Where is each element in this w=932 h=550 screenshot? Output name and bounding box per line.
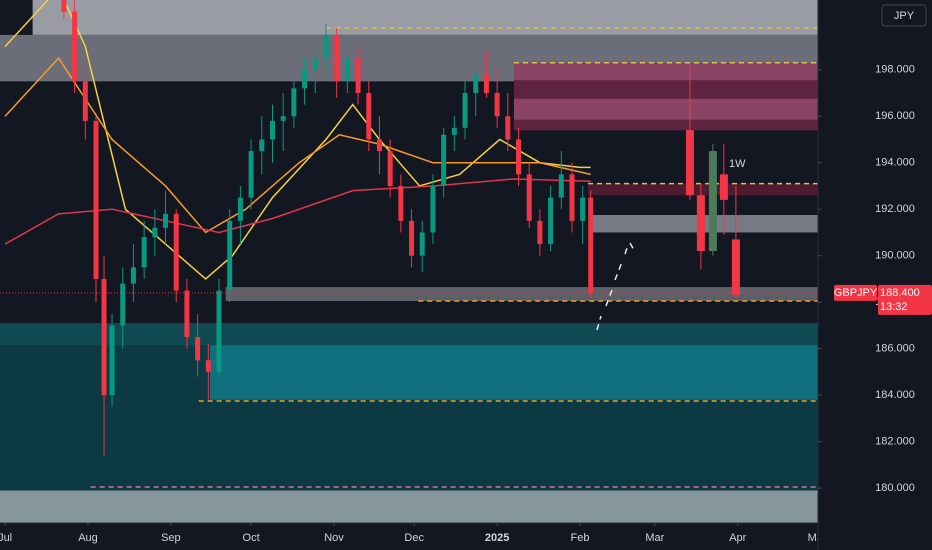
- y-tick-label: 180.000: [875, 482, 915, 494]
- x-tick-label: Aug: [78, 532, 98, 544]
- x-tick-label: Jul: [0, 532, 12, 544]
- y-tick-label: 186.000: [875, 343, 915, 355]
- candle-body: [430, 185, 436, 233]
- candle-body: [291, 88, 297, 117]
- candle-body: [334, 34, 340, 82]
- candle-body: [419, 232, 425, 256]
- candle-body: [109, 325, 115, 396]
- x-tick-label: Apr: [729, 532, 746, 544]
- symbol-label: GBPJPY: [834, 287, 878, 299]
- candle-body: [558, 174, 564, 198]
- candle-body: [708, 151, 717, 252]
- countdown-label: 13:32: [880, 301, 908, 313]
- x-tick-label: May: [808, 532, 829, 544]
- candle-body: [473, 74, 479, 93]
- candle-body: [441, 134, 447, 186]
- candle-body: [248, 151, 254, 198]
- candle-body: [376, 139, 382, 152]
- timeframe-label: 1W: [729, 158, 746, 170]
- candle-body: [280, 116, 286, 121]
- candle-body: [163, 213, 169, 228]
- candle-body: [120, 283, 126, 326]
- x-tick-label: Sep: [161, 532, 181, 544]
- candle-body: [195, 337, 201, 361]
- candle-body: [141, 237, 147, 268]
- candle-body: [269, 120, 275, 140]
- y-tick-label: 194.000: [875, 157, 915, 169]
- candle-body: [344, 58, 350, 82]
- candle-body: [72, 11, 78, 82]
- candle-body: [101, 278, 107, 396]
- zone: [32, 0, 818, 35]
- y-tick-label: 196.000: [875, 110, 915, 122]
- y-tick-label: 182.000: [875, 436, 915, 448]
- candle-body: [526, 174, 532, 221]
- candle-body: [366, 92, 372, 140]
- candle-body: [130, 267, 136, 284]
- moving-average: [4, 178, 591, 245]
- y-tick-label: 192.000: [875, 203, 915, 215]
- candle-body: [398, 185, 404, 221]
- currency-label[interactable]: JPY: [894, 10, 915, 22]
- price-badge: [878, 284, 932, 315]
- candle-body: [259, 139, 265, 152]
- x-tick-label: Nov: [324, 532, 344, 544]
- x-tick-label: Mar: [645, 532, 664, 544]
- candle-body: [451, 127, 457, 135]
- price-label: 188.400: [880, 287, 920, 299]
- x-tick-label: 2025: [485, 532, 509, 544]
- candle-body: [696, 195, 705, 252]
- candle-body: [93, 120, 99, 279]
- y-tick-label: 190.000: [875, 250, 915, 262]
- candle-body: [569, 174, 575, 221]
- zone: [0, 323, 818, 346]
- candle-body: [516, 139, 522, 175]
- zone: [0, 490, 818, 523]
- candle-body: [537, 220, 543, 245]
- currency-button[interactable]: [881, 4, 927, 27]
- symbol-badge: [834, 284, 877, 301]
- candle-body: [82, 81, 88, 121]
- moving-average: [4, 56, 591, 234]
- candle-body: [580, 197, 586, 221]
- candle-body: [227, 220, 233, 291]
- x-tick-label: Feb: [571, 532, 590, 544]
- plot-area: [0, 0, 818, 523]
- x-tick-label: Dec: [404, 532, 424, 544]
- candle-body: [548, 197, 554, 245]
- candle-body: [355, 58, 361, 93]
- candle-body: [216, 290, 222, 372]
- y-tick-label: 184.000: [875, 389, 915, 401]
- zone: [225, 287, 818, 302]
- candle-body: [61, 0, 67, 12]
- candle-body: [312, 58, 318, 70]
- candle-body: [205, 360, 211, 372]
- candle-body: [462, 92, 468, 128]
- candle-body: [505, 116, 511, 140]
- candle-body: [731, 239, 740, 296]
- candle-body: [323, 34, 329, 59]
- moving-average: [4, 0, 591, 280]
- candle-body: [237, 197, 243, 221]
- candle-body: [173, 213, 179, 291]
- candle-body: [409, 220, 415, 256]
- candle-body: [588, 197, 594, 293]
- zone: [513, 80, 818, 99]
- candle-body: [152, 227, 158, 238]
- candle-body: [719, 174, 728, 200]
- zone: [588, 183, 818, 196]
- candle-body: [685, 130, 694, 196]
- x-tick-label: Oct: [243, 532, 260, 544]
- candle-body: [483, 74, 489, 93]
- candle-body: [494, 92, 500, 117]
- candle-body: [184, 290, 190, 338]
- candle-body: [387, 151, 393, 186]
- zone: [592, 215, 818, 233]
- zone: [513, 119, 818, 131]
- candle-body: [302, 69, 308, 89]
- zone: [209, 345, 818, 400]
- y-tick-label: 198.000: [875, 64, 915, 76]
